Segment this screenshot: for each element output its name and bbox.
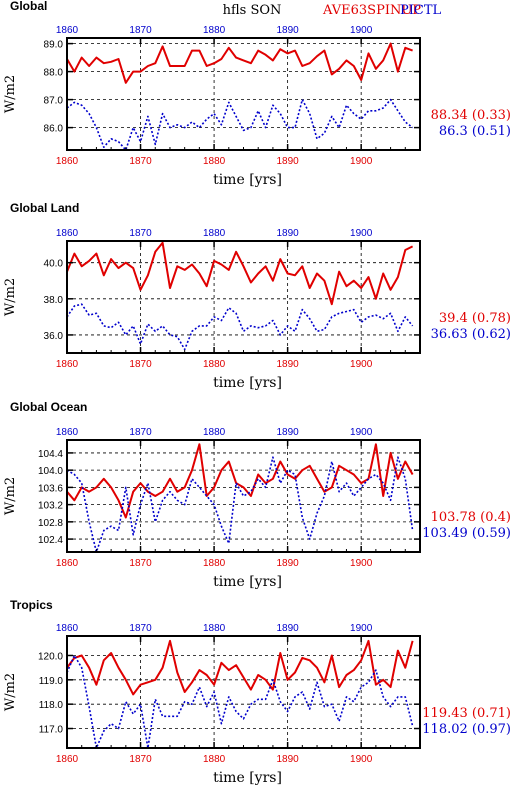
global-ocean-ytick-label-2: 103.2 xyxy=(38,501,63,512)
global-land-xtick-label-bottom-1880: 1880 xyxy=(203,359,226,370)
global-ocean-ytick-label-1: 102.8 xyxy=(38,518,63,529)
figure-right-title-a: AVE63SPINUP xyxy=(322,3,421,18)
global-ocean-series-ave63spinup-line xyxy=(66,443,414,519)
global-xtick-label-bottom-1900: 1900 xyxy=(350,156,373,167)
global-xtick-label-bottom-1860: 1860 xyxy=(56,156,79,167)
global-ylabel: W/m2 xyxy=(3,75,18,113)
global-ocean-xtick-label-top-1900: 1900 xyxy=(350,427,373,438)
global-land-xtick-label-bottom-1870: 1870 xyxy=(129,359,152,370)
global-ocean-xtick-label-bottom-1880: 1880 xyxy=(203,558,226,569)
global-ytick-label-0: 86.0 xyxy=(44,124,64,135)
global-xtick-label-bottom-1880: 1880 xyxy=(203,156,226,167)
tropics-xtick-label-top-1900: 1900 xyxy=(350,623,373,634)
global-ocean-ylabel: W/m2 xyxy=(3,477,18,515)
tropics-title: Tropics xyxy=(10,598,53,612)
global-land-series-ave63spinup-line xyxy=(66,241,414,306)
global-land-xtick-label-bottom-1860: 1860 xyxy=(56,359,79,370)
tropics-xtick-label-top-1880: 1880 xyxy=(203,623,226,634)
global-title: Global xyxy=(10,0,47,13)
global-ocean-xtick-label-bottom-1890: 1890 xyxy=(277,558,300,569)
tropics-xtick-label-bottom-1860: 1860 xyxy=(56,754,79,765)
global-ocean-ytick-label-0: 102.4 xyxy=(38,535,63,546)
global-xtick-label-top-1860: 1860 xyxy=(56,25,79,36)
global-ocean-ytick-label-4: 104.0 xyxy=(38,466,63,477)
global-land-xtick-label-top-1870: 1870 xyxy=(129,228,152,239)
global-ocean-xtick-label-bottom-1860: 1860 xyxy=(56,558,79,569)
global-land-xlabel: time [yrs] xyxy=(213,375,282,391)
global-xtick-label-top-1870: 1870 xyxy=(129,25,152,36)
global-land-ylabel: W/m2 xyxy=(3,278,18,316)
global-ocean-xtick-label-top-1870: 1870 xyxy=(129,427,152,438)
tropics-summary-ave63spinup: 119.43 (0.71) xyxy=(422,706,511,721)
global-ocean-summary-ave63spinup: 103.78 (0.4) xyxy=(431,510,511,525)
global-ocean-summary-pictl: 103.49 (0.59) xyxy=(422,526,511,541)
panel-global: Global 1860 1860 1870 1870 1880 1880 1890 1890 19… xyxy=(3,0,511,188)
tropics-frame xyxy=(66,635,421,749)
global-land-xtick-label-top-1880: 1880 xyxy=(203,228,226,239)
global-ocean-title: Global Ocean xyxy=(10,400,87,414)
global-ocean-ytick-label-3: 103.6 xyxy=(38,483,63,494)
panel-global-land: Global Land 1860 1860 1870 1870 1880 1880 1890 1… xyxy=(3,201,511,391)
tropics-summary-pictl: 118.02 (0.97) xyxy=(422,722,511,737)
global-land-ytick-label-2: 40.0 xyxy=(44,259,64,270)
tropics-xtick-label-bottom-1870: 1870 xyxy=(129,754,152,765)
global-ytick-label-3: 89.0 xyxy=(44,40,64,51)
global-series-ave63spinup-line xyxy=(66,42,413,84)
tropics-xtick-label-bottom-1890: 1890 xyxy=(277,754,300,765)
global-land-ytick-label-1: 38.0 xyxy=(44,295,64,306)
tropics-xtick-label-bottom-1900: 1900 xyxy=(350,754,373,765)
global-frame xyxy=(66,37,421,151)
tropics-xlabel: time [yrs] xyxy=(213,770,282,786)
tropics-xtick-label-bottom-1880: 1880 xyxy=(203,754,226,765)
global-xlabel: time [yrs] xyxy=(213,172,282,188)
global-land-series-pictl-line xyxy=(66,303,414,351)
global-ocean-frame xyxy=(66,439,421,553)
global-land-xtick-label-bottom-1890: 1890 xyxy=(277,359,300,370)
global-ocean-ytick-label-5: 104.4 xyxy=(38,449,63,460)
global-xtick-label-bottom-1870: 1870 xyxy=(129,156,152,167)
figure-right-title-b: PICTL xyxy=(400,3,442,18)
global-xtick-label-top-1900: 1900 xyxy=(350,25,373,36)
tropics-series-pictl-line xyxy=(66,654,414,749)
global-land-frame xyxy=(66,240,421,354)
global-land-xtick-label-bottom-1900: 1900 xyxy=(350,359,373,370)
global-land-summary-pictl: 36.63 (0.62) xyxy=(431,327,511,342)
global-ocean-xtick-label-bottom-1900: 1900 xyxy=(350,558,373,569)
tropics-ytick-label-2: 119.0 xyxy=(39,676,64,687)
tropics-series-ave63spinup-line xyxy=(66,639,414,696)
global-summary-ave63spinup: 88.34 (0.33) xyxy=(431,108,511,123)
global-ocean-xtick-label-top-1890: 1890 xyxy=(277,427,300,438)
global-land-title: Global Land xyxy=(10,201,79,215)
panels: Global 1860 1860 1870 1870 1880 1880 1890 1890 19… xyxy=(3,0,511,786)
global-land-summary-ave63spinup: 39.4 (0.78) xyxy=(439,311,511,326)
global-ocean-xtick-label-top-1860: 1860 xyxy=(56,427,79,438)
global-summary-pictl: 86.3 (0.51) xyxy=(439,124,511,139)
figure-center-title: hfls SON xyxy=(223,3,282,18)
global-land-xtick-label-top-1860: 1860 xyxy=(56,228,79,239)
global-land-xtick-label-top-1900: 1900 xyxy=(350,228,373,239)
global-xtick-label-top-1890: 1890 xyxy=(277,25,300,36)
global-xtick-label-bottom-1890: 1890 xyxy=(277,156,300,167)
tropics-ytick-label-1: 118.0 xyxy=(39,700,64,711)
global-ocean-xlabel: time [yrs] xyxy=(213,574,282,590)
global-ocean-xtick-label-top-1880: 1880 xyxy=(203,427,226,438)
tropics-xtick-label-top-1870: 1870 xyxy=(129,623,152,634)
panel-tropics: Tropics186018601870187018801880189018901… xyxy=(3,598,511,786)
global-ocean-xtick-label-bottom-1870: 1870 xyxy=(129,558,152,569)
global-land-xtick-label-top-1890: 1890 xyxy=(277,228,300,239)
tropics-ytick-label-3: 120.0 xyxy=(38,651,63,662)
global-ocean-series-pictl-line xyxy=(66,456,414,553)
tropics-xtick-label-top-1860: 1860 xyxy=(56,623,79,634)
tropics-ytick-label-0: 117.0 xyxy=(39,725,64,736)
global-land-ytick-label-0: 36.0 xyxy=(44,331,64,342)
tropics-ylabel: W/m2 xyxy=(3,673,18,711)
global-series-pictl-line xyxy=(66,98,414,151)
global-ytick-label-2: 88.0 xyxy=(44,68,64,79)
global-ytick-label-1: 87.0 xyxy=(44,96,64,107)
global-xtick-label-top-1880: 1880 xyxy=(203,25,226,36)
tropics-xtick-label-top-1890: 1890 xyxy=(277,623,300,634)
panel-global-ocean: Global Ocean 1860 1860 1870 1870 1880 1880 1890… xyxy=(3,400,511,590)
